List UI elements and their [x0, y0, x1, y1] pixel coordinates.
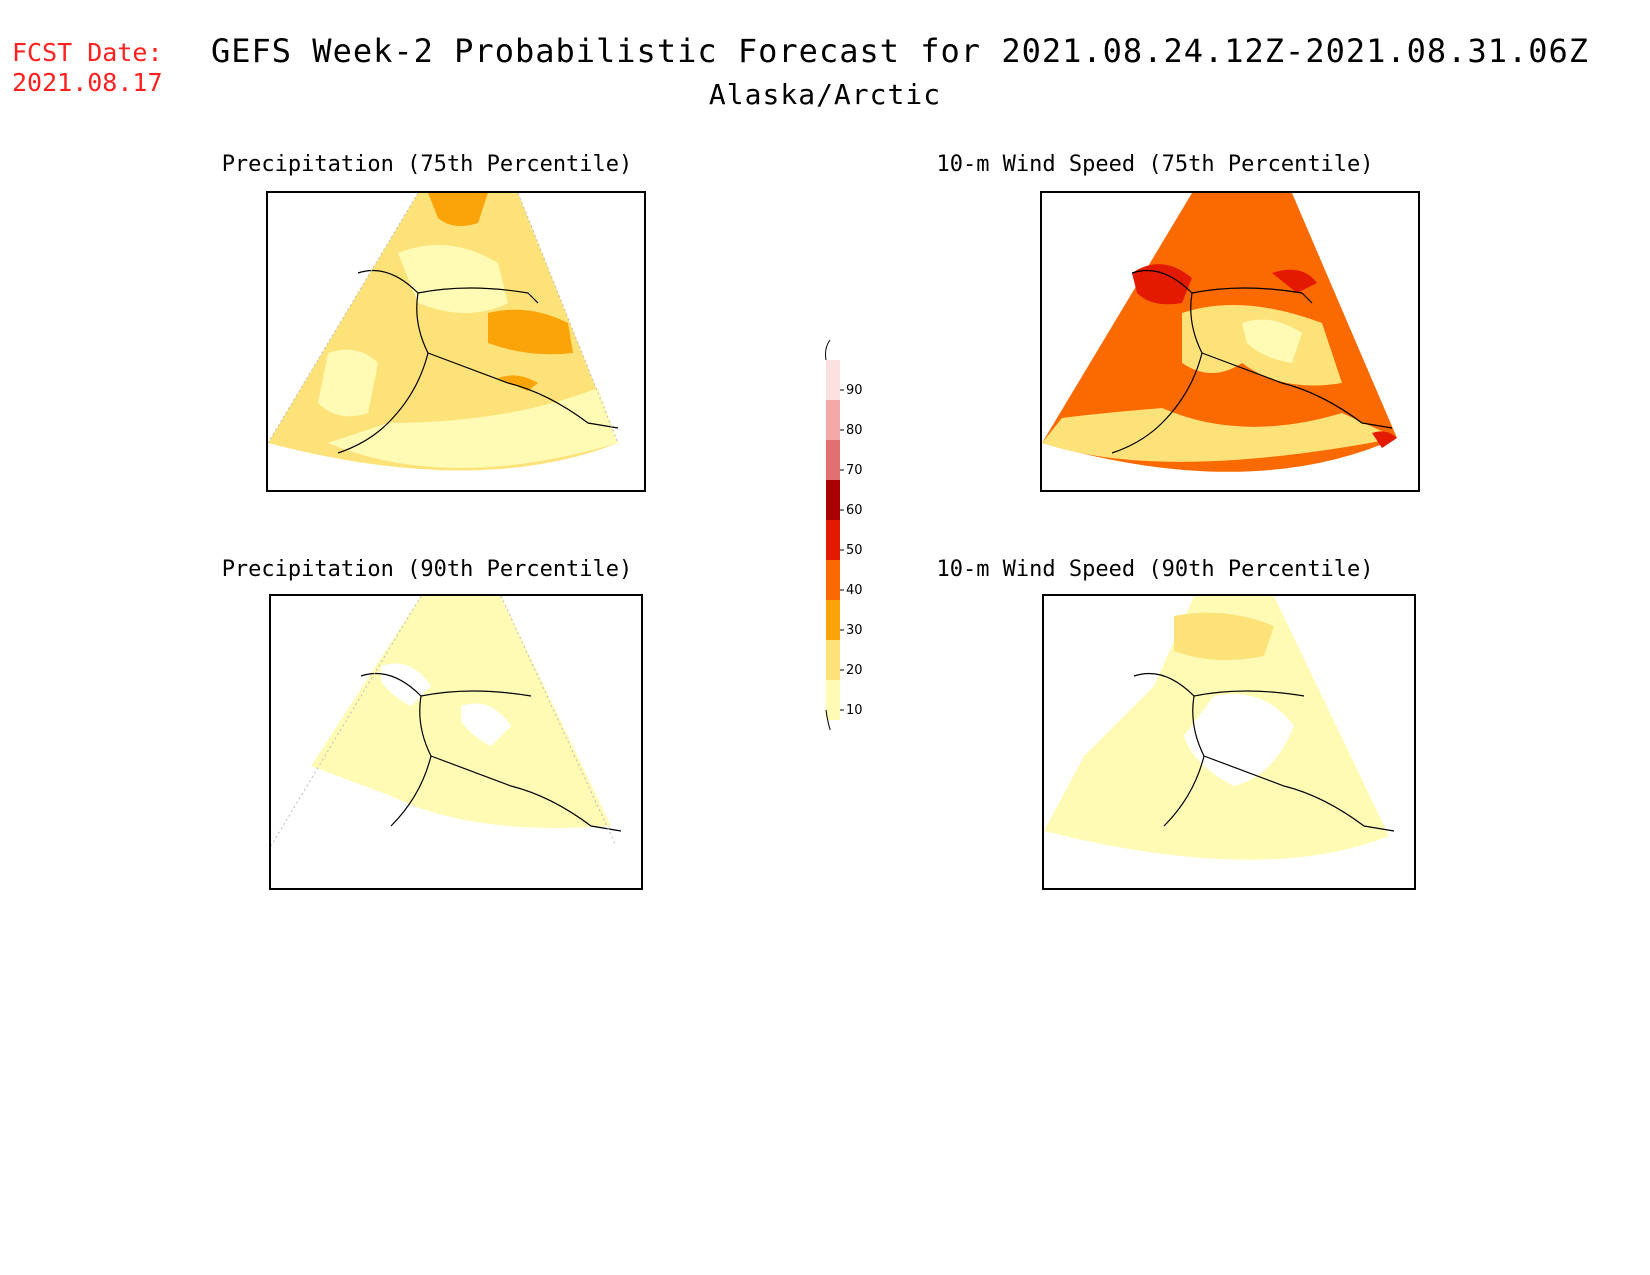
- colorbar-swatch-c10_20: [826, 680, 840, 720]
- low-prob-area: [328, 388, 618, 468]
- clear-area: [1184, 694, 1294, 786]
- colorbar-swatch-c40_50: [826, 560, 840, 600]
- map-precip75: [268, 193, 619, 471]
- forecast-date: FCST Date: 2021.08.17: [12, 38, 163, 98]
- coastline: [1111, 269, 1393, 454]
- map-precip90: [271, 596, 622, 847]
- clear-area: [461, 703, 511, 746]
- forecast-date-value: 2021.08.17: [12, 68, 163, 97]
- map-grid: [268, 193, 619, 444]
- map-panel-precip90: [269, 594, 643, 890]
- colorbar-label: 30: [846, 623, 863, 638]
- page-subtitle: Alaska/Arctic: [708, 78, 942, 111]
- colorbar-swatch-c50_60: [826, 520, 840, 560]
- colorbar-label: 40: [846, 583, 863, 598]
- high-prob-area: [498, 375, 538, 391]
- peak-prob-area: [1132, 264, 1192, 305]
- page-title: GEFS Week-2 Probabilistic Forecast for 2…: [210, 32, 1590, 70]
- map-panel-wind90: [1042, 594, 1416, 890]
- low-prob-area: [398, 245, 508, 313]
- colorbar-swatch-c30_40: [826, 600, 840, 640]
- colorbar-label: 10: [846, 703, 863, 718]
- forecast-date-label: FCST Date:: [12, 38, 163, 67]
- coastline: [1133, 672, 1395, 832]
- colorbar-swatch-c90: [826, 360, 840, 400]
- map-panel-wind75: [1040, 191, 1420, 492]
- mid-prob-area: [1042, 408, 1397, 462]
- coastline: [360, 672, 622, 832]
- colorbar-swatch-c60_70: [826, 480, 840, 520]
- mid-prob-area: [1174, 612, 1274, 660]
- colorbar-swatches: [826, 360, 840, 720]
- peak-prob-area: [1372, 431, 1397, 448]
- colorbar-label: 20: [846, 663, 863, 678]
- colorbar-swatch-c80_90: [826, 400, 840, 440]
- panel-title-precip90: Precipitation (90th Percentile): [221, 557, 633, 582]
- coastline: [337, 269, 619, 454]
- clear-area: [381, 663, 431, 706]
- panel-title-wind75: 10-m Wind Speed (75th Percentile): [936, 152, 1374, 177]
- colorbar-end-arrows: [825, 339, 831, 730]
- panel-title-precip75: Precipitation (75th Percentile): [221, 152, 633, 177]
- colorbar-swatch-c70_80: [826, 440, 840, 480]
- colorbar-label: 70: [846, 463, 863, 478]
- high-prob-area: [488, 309, 573, 355]
- panel-title-wind90: 10-m Wind Speed (90th Percentile): [936, 557, 1374, 582]
- map-panel-precip75: [266, 191, 646, 492]
- colorbar-label: 60: [846, 503, 863, 518]
- high-prob-area: [428, 193, 488, 227]
- colorbar-swatch-c20_30: [826, 640, 840, 680]
- map-grid: [271, 596, 617, 847]
- map-wind75: [1042, 193, 1397, 472]
- colorbar-label: 80: [846, 423, 863, 438]
- low-prob-area: [318, 349, 378, 417]
- map-wind90: [1044, 596, 1395, 860]
- colorbar: 90 80 70 60 50 40 30 20 10: [825, 339, 863, 730]
- colorbar-label: 90: [846, 383, 863, 398]
- peak-prob-area: [1272, 269, 1317, 293]
- colorbar-labels: 90 80 70 60 50 40 30 20 10: [840, 383, 863, 718]
- colorbar-label: 50: [846, 543, 863, 558]
- low-prob-area: [1242, 319, 1302, 363]
